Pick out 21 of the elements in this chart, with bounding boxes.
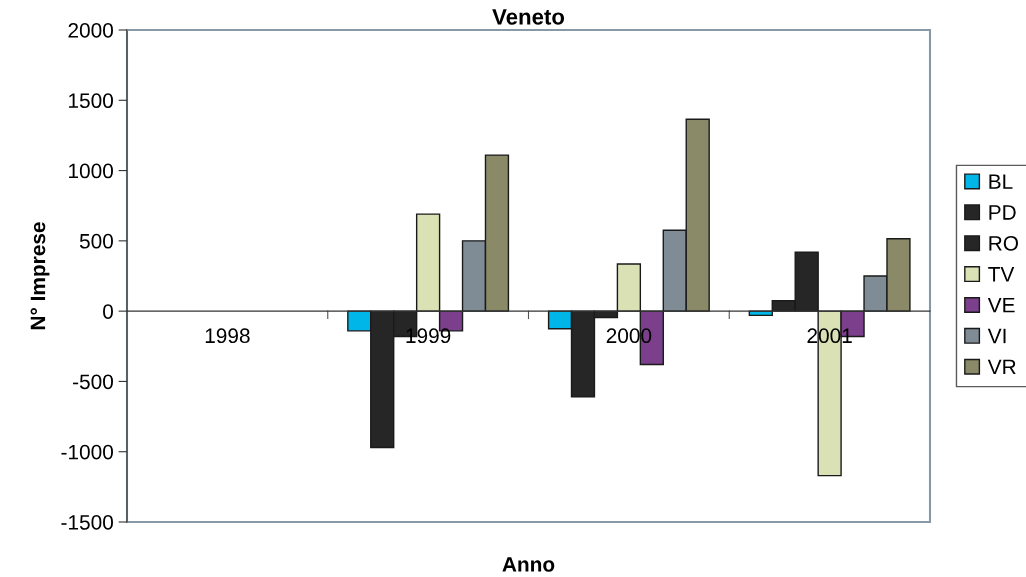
y-tick-label: 2000 (68, 23, 113, 38)
legend-label: RO (989, 235, 1018, 251)
y-tick-label: 500 (79, 233, 113, 249)
legend-label: TV (988, 267, 1015, 282)
bar (616, 263, 642, 312)
y-tick-label: -1000 (61, 444, 113, 460)
x-tick-label: 1998 (205, 328, 250, 344)
y-tick-label: 1500 (69, 93, 113, 109)
y-tick-label: 1000 (69, 163, 113, 179)
legend-label: VI (987, 328, 1006, 344)
y-axis-title: N° Imprese (30, 222, 50, 330)
y-tick-label: 0 (103, 304, 113, 319)
legend-label: VR (987, 359, 1016, 375)
legend-label: VE (987, 297, 1015, 313)
y-tick-label: -500 (73, 374, 113, 390)
chart-title: Veneto (492, 9, 565, 25)
y-tick-label: -1500 (61, 515, 113, 530)
legend-label: PD (989, 205, 1016, 220)
bar (415, 213, 441, 312)
legend-label: BL (989, 174, 1013, 189)
x-axis-title: Anno (502, 557, 555, 572)
